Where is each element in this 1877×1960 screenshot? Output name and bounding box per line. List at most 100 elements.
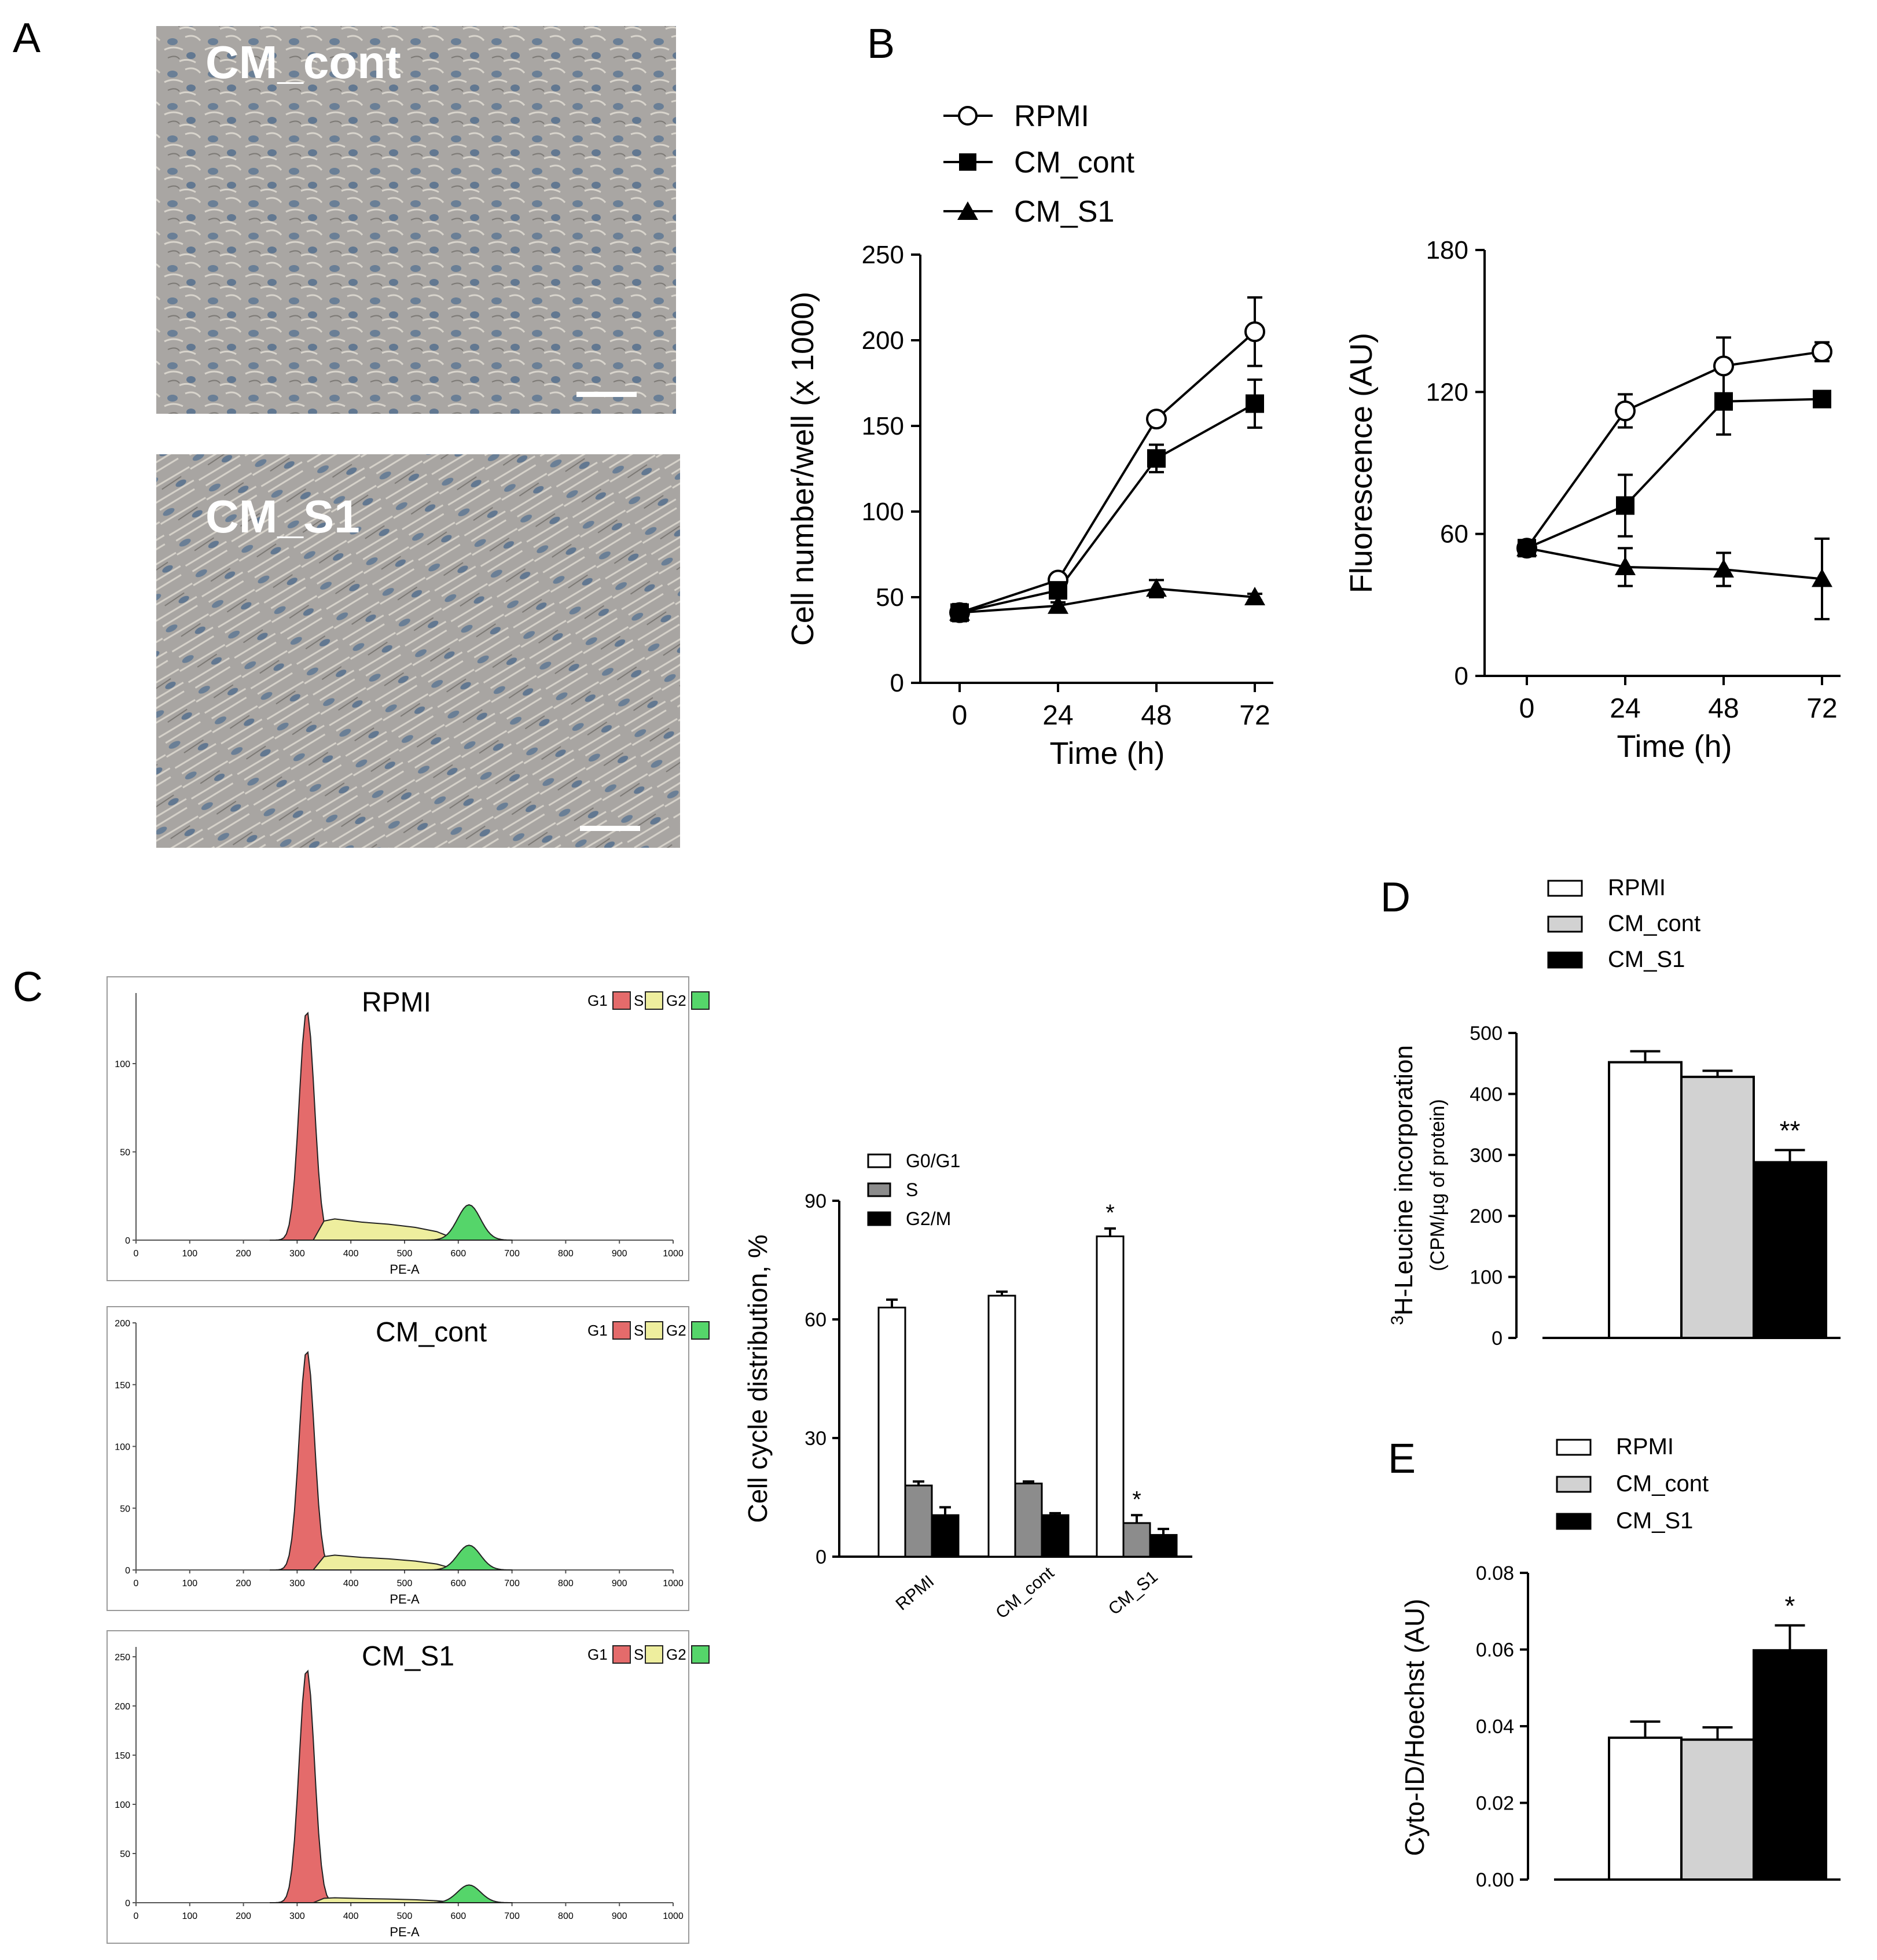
panel-label-e: E [1388,1436,1416,1482]
panel-label-c: C [13,964,43,1010]
data-point-triangle [1244,587,1265,605]
legend-marker-circle [958,106,978,126]
legend-cm-s1: CM_S1 [1616,1508,1693,1534]
legend-s: S [634,1322,644,1339]
bar-RPMI [1608,1061,1683,1340]
legend-rpmi: RPMI [1616,1434,1674,1459]
significance-marker: ** [1780,1115,1801,1145]
y-tick-label: 250 [115,1653,130,1663]
x-tick-label: 500 [397,1249,413,1259]
y-tick-label: 0 [125,1899,130,1908]
y-tick-label: 300 [1470,1145,1503,1167]
x-tick-label: 0 [134,1249,139,1259]
bar-G0/G1 [1096,1235,1125,1558]
x-tick-label: 400 [343,1911,359,1921]
data-point-square [1714,392,1733,411]
x-tick-label: 200 [236,1911,251,1921]
y-tick-label: 200 [1470,1205,1503,1227]
fluorescence-chart: 0 60 120 180 0 24 48 72 Time (h) Fluorescence (AU… [1344,236,1841,764]
legend-swatch-g2 [691,991,710,1010]
y-tick-label: 0 [1492,1327,1503,1349]
micrograph-label: CM_cont [205,36,401,88]
x-tick-label: 100 [182,1911,197,1921]
x-tick-label: 100 [182,1249,197,1259]
y-tick-label: 60 [805,1309,827,1331]
y-tick-label: 100 [1470,1267,1503,1289]
x-tick-label: 500 [397,1911,413,1921]
legend-swatch-g2 [691,1321,710,1340]
series-line-triangle [1526,547,1823,580]
legend-swatch-s [867,1182,891,1197]
x-axis-label: PE-A [390,1925,420,1939]
legend-swatch-s [645,1321,663,1340]
data-point-circle [1244,321,1265,343]
cytoid-chart: 0.00 0.02 0.04 0.06 0.08 * Cyto-ID/Hoechst (AU… [1400,1562,1841,1891]
legend-swatch-rpmi [1556,1439,1592,1456]
legend-g0g1: G0/G1 [906,1150,960,1171]
series-line-circle [1526,350,1823,549]
scale-bar [576,392,637,397]
bar-CM_cont [1680,1075,1755,1339]
y-tick-label: 100 [862,498,904,526]
y-tick-label: 0 [125,1236,130,1246]
x-axis-label: Time (h) [1617,729,1732,764]
x-tick-label: 600 [450,1911,466,1921]
y-tick-label: 0.06 [1476,1639,1514,1661]
y-tick-label: 500 [1470,1023,1503,1045]
data-point-square [1246,394,1264,413]
cytoid-legend: RPMI CM_cont CM_S1 [1556,1434,1709,1534]
x-tick-label: 700 [504,1579,520,1588]
x-axis-label: PE-A [390,1262,420,1277]
x-tick-label: CM_S1 [1105,1567,1162,1619]
bar-S [1122,1522,1151,1558]
x-tick-label: 900 [612,1911,627,1921]
x-tick-label: 0 [134,1579,139,1588]
x-tick-label: RPMI [892,1572,938,1614]
legend-swatch-cm-cont [1547,915,1583,933]
x-tick-label: 1000 [663,1249,684,1259]
x-tick-label: 1000 [663,1579,684,1588]
legend-swatch-rpmi [1547,880,1583,897]
panel-label-a: A [13,15,41,61]
legend-g1: G1 [587,992,608,1009]
significance-marker: * [1785,1591,1795,1621]
leucine-chart: 0 100 200 300 400 500 ** 3H-Leucine incorporati… [1388,1023,1841,1349]
legend-marker-triangle [957,201,978,220]
y-tick-label: 250 [862,241,904,269]
y-tick-label: 150 [862,412,904,440]
panel-label-d: D [1380,874,1410,921]
legend-s: S [634,992,644,1009]
bar-CM_S1 [1753,1649,1827,1881]
y-tick-label: 50 [120,1148,130,1158]
data-point-circle [1812,341,1832,362]
data-point-triangle [1048,595,1068,614]
x-tick-label: 800 [558,1249,574,1259]
histogram-title: RPMI [362,987,431,1018]
x-axis-label: PE-A [390,1592,420,1606]
legend-swatch-g1 [612,991,631,1010]
y-axis-label: Cell cycle distribution, % [743,1234,773,1523]
x-tick-label: 700 [504,1911,520,1921]
g2-peak [425,1545,513,1571]
bar-S [904,1484,933,1558]
y-tick-label: 50 [120,1504,130,1514]
series-line-square [959,402,1255,614]
legend-g2m: G2/M [906,1208,951,1229]
y-tick-label: 0 [890,669,904,697]
x-tick-label: 900 [612,1579,627,1588]
x-tick-label: 600 [450,1579,466,1588]
data-point-square [1616,496,1634,515]
data-point-triangle [1713,559,1734,578]
micrograph-cm-cont: CM_cont [156,26,676,414]
y-tick-label: 100 [115,1060,130,1069]
x-tick-label: 700 [504,1249,520,1259]
data-point-circle [1615,400,1636,422]
histogram-cm-s1: 0 50 100 150 200 250 0 100 200 300 400 500 600 700 800… [106,1630,710,1944]
legend-g2: G2 [666,992,686,1009]
legend-swatch-g1 [612,1645,631,1664]
legend-g1: G1 [587,1646,608,1663]
x-tick-label: 0 [1519,693,1535,724]
legend-s: S [906,1179,918,1200]
